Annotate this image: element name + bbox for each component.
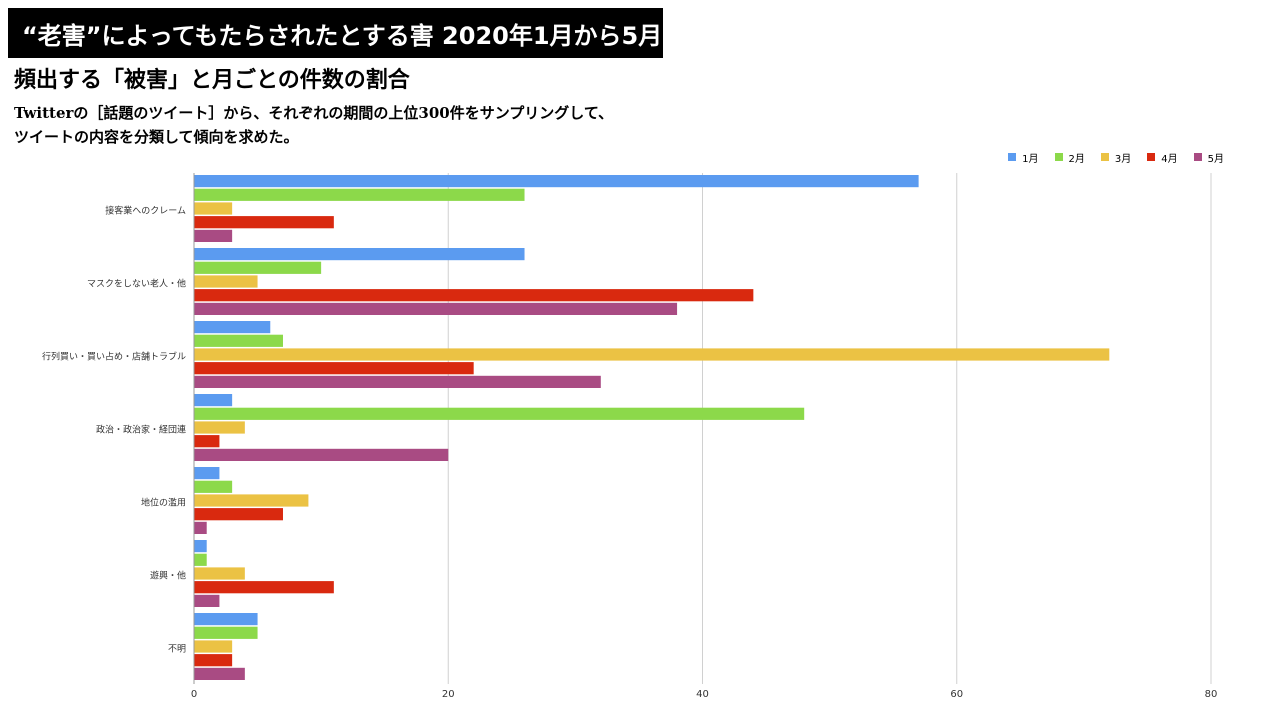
bar bbox=[194, 435, 220, 448]
legend-label: 4月 bbox=[1161, 153, 1178, 165]
x-tick-label: 60 bbox=[950, 689, 963, 700]
x-tick-label: 20 bbox=[442, 689, 455, 700]
bar bbox=[194, 626, 258, 639]
chart-subtitle: 頻出する「被害」と月ごとの件数の割合 bbox=[14, 68, 410, 93]
bar bbox=[194, 581, 334, 594]
chart-legend: 1月 2月 3月 4月 5月 bbox=[1008, 150, 1224, 165]
chart-title: “老害”によってもたらされたとする害 2020年1月から5月 bbox=[22, 21, 663, 50]
legend-swatch bbox=[1147, 153, 1156, 161]
bar bbox=[194, 594, 220, 607]
x-tick-label: 0 bbox=[191, 689, 197, 700]
bar bbox=[194, 494, 309, 507]
category-label: 不明 bbox=[168, 644, 186, 655]
legend-label: 1月 bbox=[1022, 153, 1039, 165]
bar bbox=[194, 334, 283, 347]
x-tick-label: 40 bbox=[696, 689, 709, 700]
bar bbox=[194, 613, 258, 626]
bar bbox=[194, 640, 233, 653]
description-line-2: ツイートの内容を分類して傾向を求めた。 bbox=[14, 128, 299, 146]
legend-label: 2月 bbox=[1068, 153, 1085, 165]
bar bbox=[194, 229, 233, 242]
bar bbox=[194, 275, 258, 288]
description-line-1: Twitterの［話題のツイート］から、それぞれの期間の上位300件をサンプリン… bbox=[14, 104, 614, 122]
legend-label: 3月 bbox=[1114, 153, 1132, 165]
category-label: 接客業へのクレーム bbox=[105, 205, 186, 217]
bar bbox=[194, 654, 233, 667]
bar bbox=[194, 261, 322, 274]
bar bbox=[194, 216, 334, 229]
bar bbox=[194, 188, 525, 201]
bar bbox=[194, 553, 207, 566]
x-tick-label: 80 bbox=[1205, 689, 1218, 700]
bar bbox=[194, 480, 233, 493]
legend-swatch bbox=[1054, 153, 1063, 161]
category-label: 政治・政治家・経団連 bbox=[96, 424, 186, 436]
legend-item: 5月 bbox=[1193, 150, 1224, 165]
chart-description: Twitterの［話題のツイート］から、それぞれの期間の上位300件をサンプリン… bbox=[14, 101, 714, 149]
bar bbox=[194, 362, 474, 375]
bar bbox=[194, 394, 233, 407]
legend-item: 3月 bbox=[1100, 150, 1132, 165]
bar bbox=[194, 448, 449, 461]
legend-swatch bbox=[1100, 153, 1109, 161]
category-label: 遊興・他 bbox=[150, 570, 186, 582]
bar bbox=[194, 567, 245, 580]
bar bbox=[194, 289, 754, 302]
bar bbox=[194, 348, 1110, 361]
legend-swatch bbox=[1008, 153, 1017, 161]
bar bbox=[194, 467, 220, 480]
bar bbox=[194, 540, 207, 553]
bar bbox=[194, 202, 233, 215]
bar bbox=[194, 521, 207, 534]
legend-item: 2月 bbox=[1054, 150, 1085, 165]
bar bbox=[194, 321, 271, 334]
legend-label: 5月 bbox=[1207, 153, 1224, 165]
bar bbox=[194, 175, 919, 188]
bar bbox=[194, 508, 283, 521]
legend-item: 4月 bbox=[1147, 150, 1178, 165]
category-label: 行列買い・買い占め・店舗トラブル bbox=[42, 351, 186, 363]
bar bbox=[194, 667, 245, 680]
bar bbox=[194, 248, 525, 261]
legend-swatch bbox=[1193, 153, 1202, 161]
bar bbox=[194, 407, 805, 420]
bar bbox=[194, 375, 601, 388]
legend-item: 1月 bbox=[1008, 150, 1039, 165]
category-label: 地位の濫用 bbox=[141, 497, 186, 509]
category-label: マスクをしない老人・他 bbox=[87, 278, 186, 290]
title-banner: “老害”によってもたらされたとする害 2020年1月から5月 bbox=[8, 8, 663, 58]
bar bbox=[194, 421, 245, 434]
bar bbox=[194, 302, 678, 315]
